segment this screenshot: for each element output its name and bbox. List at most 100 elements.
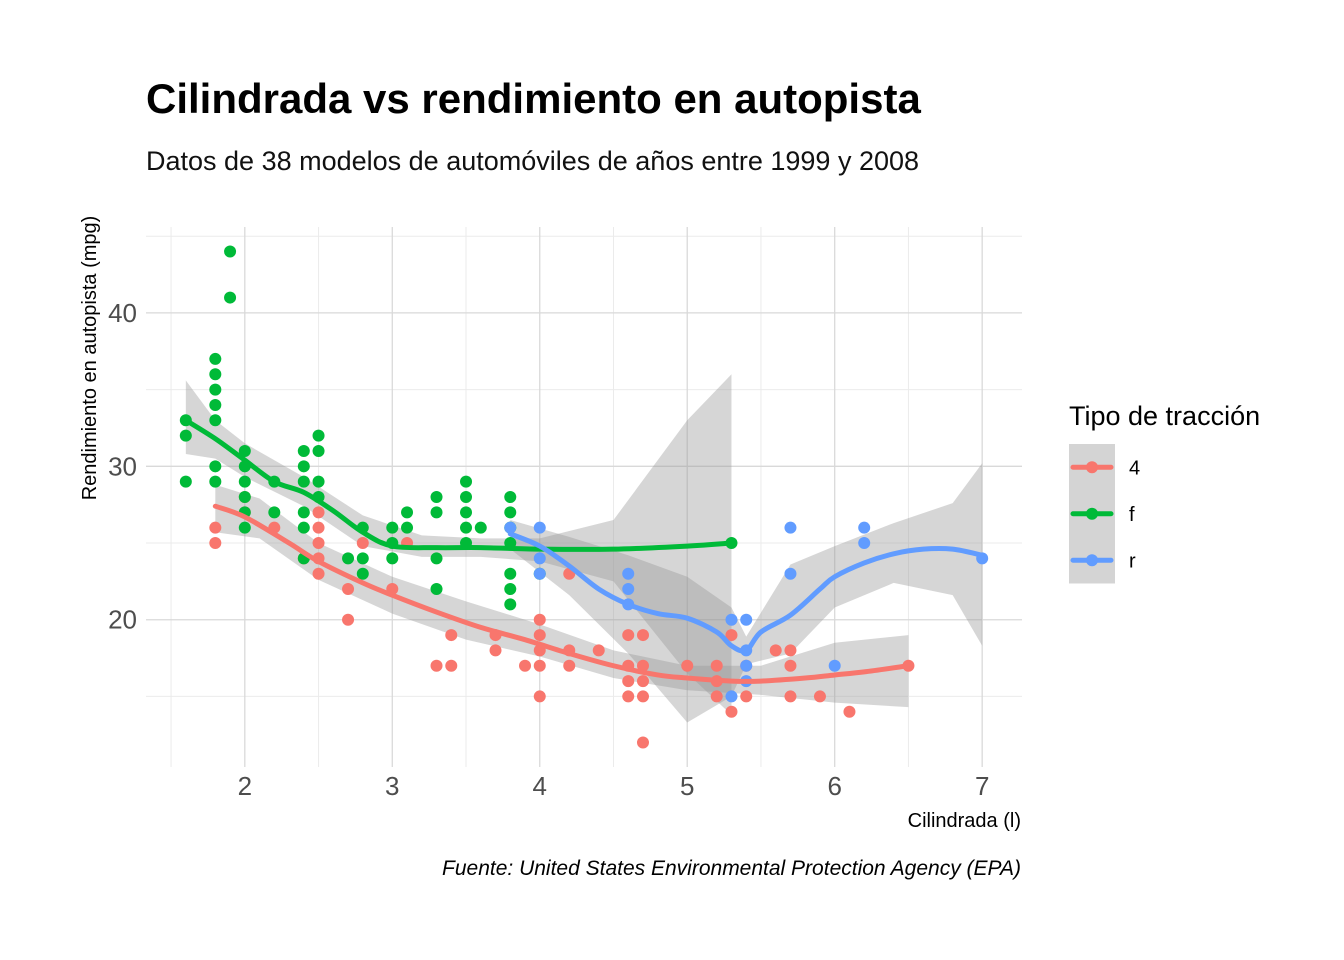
data-point-r bbox=[533, 567, 546, 580]
data-point-r bbox=[828, 659, 841, 672]
data-point-f bbox=[504, 583, 517, 596]
data-point-f bbox=[312, 444, 325, 457]
chart-caption: Fuente: United States Environmental Prot… bbox=[442, 857, 1021, 880]
data-point-4 bbox=[740, 690, 753, 703]
data-point-4 bbox=[784, 690, 797, 703]
data-point-f bbox=[460, 506, 473, 519]
data-point-r bbox=[740, 613, 753, 626]
data-point-4 bbox=[342, 583, 355, 596]
data-point-r bbox=[622, 583, 635, 596]
data-point-4 bbox=[430, 659, 443, 672]
data-point-f bbox=[460, 475, 473, 488]
confidence-band-4 bbox=[215, 484, 909, 708]
data-point-f bbox=[342, 552, 355, 565]
data-point-r bbox=[858, 521, 871, 534]
y-tick-label: 20 bbox=[108, 605, 137, 635]
data-point-r bbox=[784, 567, 797, 580]
x-tick-label: 5 bbox=[680, 771, 694, 801]
chart-title: Cilindrada vs rendimiento en autopista bbox=[146, 75, 921, 122]
x-tick-label: 7 bbox=[975, 771, 989, 801]
legend-label-f: f bbox=[1129, 504, 1135, 526]
x-axis-label: Cilindrada (l) bbox=[908, 810, 1021, 832]
data-point-4 bbox=[622, 690, 635, 703]
data-point-f bbox=[297, 444, 310, 457]
data-point-f bbox=[401, 506, 414, 519]
data-point-f bbox=[238, 475, 251, 488]
data-point-f bbox=[224, 245, 237, 258]
x-tick-label: 4 bbox=[533, 771, 547, 801]
data-point-f bbox=[238, 491, 251, 503]
data-point-f bbox=[209, 398, 222, 411]
legend: Tipo de tracción 4 f r bbox=[1069, 401, 1260, 584]
data-point-4 bbox=[710, 659, 723, 672]
smooth-line-4 bbox=[212, 503, 911, 684]
data-point-f bbox=[474, 521, 487, 534]
data-point-f bbox=[268, 506, 281, 519]
data-point-f bbox=[356, 567, 369, 580]
legend-key-point-4 bbox=[1086, 461, 1098, 474]
data-point-4 bbox=[563, 659, 576, 672]
data-point-4 bbox=[356, 537, 369, 550]
smooth-lines bbox=[183, 417, 985, 684]
data-point-4 bbox=[843, 705, 856, 718]
data-point-f bbox=[312, 475, 325, 488]
data-point-r bbox=[504, 521, 517, 534]
data-point-f bbox=[386, 552, 399, 565]
smooth-line-f bbox=[183, 417, 734, 552]
data-point-f bbox=[430, 506, 443, 519]
data-point-f bbox=[179, 429, 192, 442]
data-point-f bbox=[209, 475, 222, 488]
data-point-4 bbox=[622, 629, 635, 642]
data-point-f bbox=[460, 521, 473, 534]
data-point-4 bbox=[725, 629, 738, 642]
data-point-4 bbox=[636, 659, 649, 672]
data-point-4 bbox=[533, 613, 546, 626]
data-point-4 bbox=[209, 521, 222, 534]
data-point-f bbox=[297, 475, 310, 488]
data-point-f bbox=[460, 491, 473, 503]
legend-key-point-r bbox=[1086, 554, 1098, 567]
legend-label-r: r bbox=[1129, 550, 1136, 572]
data-point-4 bbox=[769, 644, 782, 657]
data-point-f bbox=[504, 506, 517, 519]
data-point-r bbox=[858, 537, 871, 550]
data-point-f bbox=[297, 460, 310, 473]
data-point-f bbox=[179, 475, 192, 488]
data-point-f bbox=[430, 552, 443, 565]
y-tick-label: 40 bbox=[108, 298, 137, 328]
data-point-f bbox=[504, 598, 517, 611]
data-point-4 bbox=[533, 629, 546, 642]
data-point-4 bbox=[725, 705, 738, 718]
data-point-f bbox=[238, 521, 251, 534]
y-tick-label: 30 bbox=[108, 451, 137, 481]
data-point-r bbox=[622, 567, 635, 580]
legend-title: Tipo de tracción bbox=[1069, 401, 1260, 431]
data-point-f bbox=[430, 491, 443, 503]
data-point-4 bbox=[636, 675, 649, 688]
data-point-f bbox=[430, 583, 443, 596]
data-point-r bbox=[725, 690, 738, 703]
data-point-r bbox=[533, 521, 546, 534]
data-point-4 bbox=[681, 659, 694, 672]
data-point-f bbox=[297, 506, 310, 519]
data-point-f bbox=[297, 521, 310, 534]
data-point-r bbox=[533, 552, 546, 565]
data-point-4 bbox=[636, 629, 649, 642]
data-point-4 bbox=[784, 659, 797, 672]
data-point-4 bbox=[445, 659, 458, 672]
data-point-4 bbox=[813, 690, 826, 703]
data-point-f bbox=[209, 352, 222, 365]
x-tick-label: 6 bbox=[827, 771, 841, 801]
data-point-4 bbox=[312, 521, 325, 534]
data-point-r bbox=[740, 659, 753, 672]
data-point-4 bbox=[636, 736, 649, 749]
minor-gridlines bbox=[146, 227, 1022, 767]
data-point-4 bbox=[784, 644, 797, 657]
legend-key-point-f bbox=[1086, 507, 1098, 520]
smooth-line-r bbox=[507, 531, 985, 654]
data-point-r bbox=[725, 613, 738, 626]
data-point-4 bbox=[533, 690, 546, 703]
data-point-4 bbox=[533, 659, 546, 672]
data-point-4 bbox=[519, 659, 532, 672]
data-point-f bbox=[209, 460, 222, 473]
